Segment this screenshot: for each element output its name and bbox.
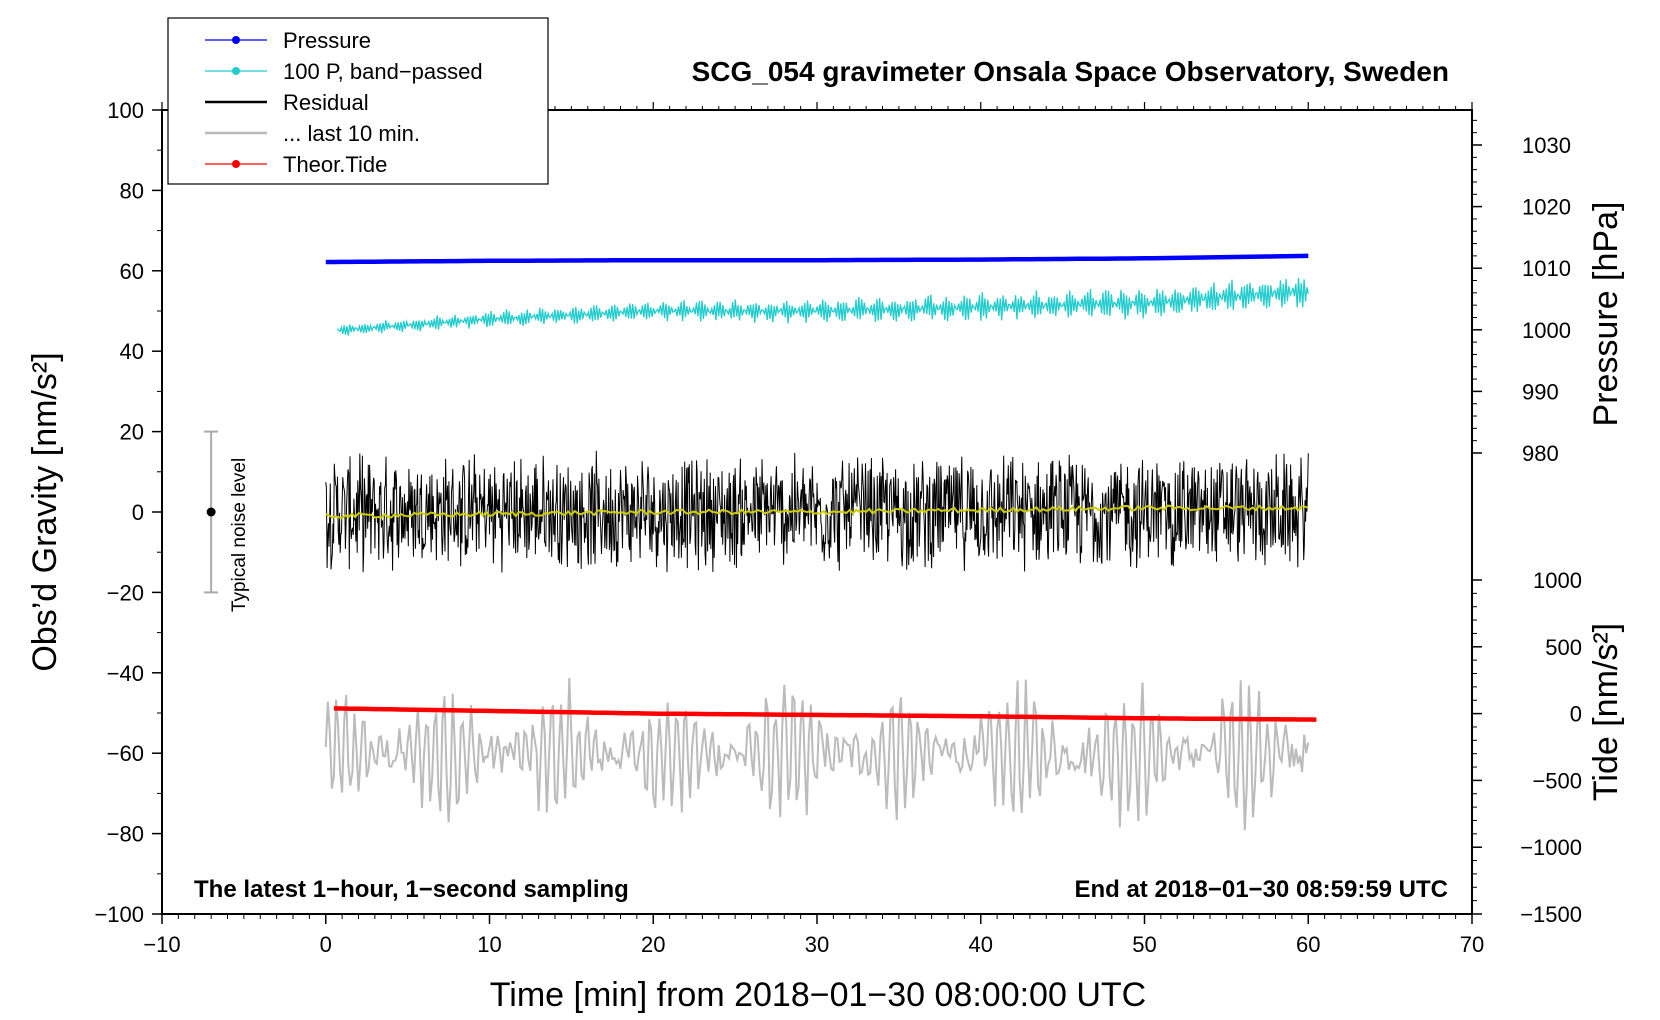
x-tick-label: −10 bbox=[143, 932, 180, 957]
noise-bar-center bbox=[206, 507, 216, 517]
y-tick-label: 80 bbox=[120, 178, 144, 203]
y-tick-label: −20 bbox=[107, 580, 144, 605]
x-tick-label: 30 bbox=[805, 932, 829, 957]
x-tick-labels: −10 0 10 20 30 40 50 60 70 bbox=[143, 932, 1484, 957]
noise-bar bbox=[204, 430, 219, 594]
x-tick-label: 20 bbox=[641, 932, 665, 957]
series-residual bbox=[325, 450, 1309, 573]
y-tick-label: −60 bbox=[107, 741, 144, 766]
tide-tick-label: −1000 bbox=[1520, 835, 1582, 860]
x-tick-label: 0 bbox=[320, 932, 332, 957]
pressure-tick-label: 1010 bbox=[1522, 256, 1571, 281]
series-theor-tide bbox=[333, 706, 1317, 722]
legend: Pressure 100 P, band−passed Residual ... la… bbox=[167, 17, 549, 185]
x-tick-label: 60 bbox=[1296, 932, 1320, 957]
tide-tick-label: 1000 bbox=[1533, 568, 1582, 593]
pressure-tick-label: 1000 bbox=[1522, 318, 1571, 343]
legend-label: 100 P, band−passed bbox=[283, 59, 483, 84]
legend-marker bbox=[232, 160, 240, 168]
pressure-tick-label: 980 bbox=[1522, 441, 1559, 466]
legend-label: Theor.Tide bbox=[283, 152, 387, 177]
legend-items: Pressure 100 P, band−passed Residual ... la… bbox=[205, 28, 483, 177]
y-axis-label: Obs’d Gravity [nm/s²] bbox=[26, 352, 64, 671]
x-tick-label: 40 bbox=[969, 932, 993, 957]
y-tick-label: 60 bbox=[120, 259, 144, 284]
series-band-passed bbox=[336, 277, 1309, 336]
y-tick-label: −100 bbox=[94, 902, 144, 927]
tide-tick-label: −1500 bbox=[1520, 902, 1582, 927]
series-residual-smoothed bbox=[325, 504, 1309, 520]
pressure-tick-label: 1020 bbox=[1522, 195, 1571, 220]
legend-label: Residual bbox=[283, 90, 369, 115]
x-axis-label: Time [min] from 2018−01−30 08:00:00 UTC bbox=[490, 976, 1146, 1014]
annotation-left: The latest 1−hour, 1−second sampling bbox=[194, 876, 629, 903]
chart-title: SCG_054 gravimeter Onsala Space Observat… bbox=[692, 56, 1449, 87]
y-tick-label: 0 bbox=[132, 500, 144, 525]
y-tick-label: 20 bbox=[120, 420, 144, 445]
legend-marker bbox=[232, 36, 240, 44]
y-tick-label: 100 bbox=[107, 98, 144, 123]
tide-tick-labels: −1500 −1000 −500 0 500 1000 bbox=[1520, 568, 1582, 927]
y-tick-label: 40 bbox=[120, 339, 144, 364]
annotation-right: End at 2018−01−30 08:59:59 UTC bbox=[1074, 876, 1448, 903]
tide-axis-label: Tide [nm/s²] bbox=[1587, 623, 1625, 801]
pressure-tick-label: 1030 bbox=[1522, 133, 1571, 158]
tide-tick-label: −500 bbox=[1532, 768, 1582, 793]
legend-label: Pressure bbox=[283, 28, 371, 53]
y-tick-label: −80 bbox=[107, 822, 144, 847]
legend-marker bbox=[232, 67, 240, 75]
series-pressure bbox=[325, 253, 1309, 265]
pressure-tick-label: 990 bbox=[1522, 379, 1559, 404]
x-tick-label: 10 bbox=[477, 932, 501, 957]
pressure-tick-labels: 980 990 1000 1010 1020 1030 bbox=[1522, 133, 1571, 466]
tide-tick-label: 0 bbox=[1570, 702, 1582, 727]
x-tick-label: 70 bbox=[1460, 932, 1484, 957]
series-layer bbox=[324, 253, 1317, 831]
pressure-axis-label: Pressure [hPa] bbox=[1587, 202, 1625, 427]
noise-label: Typical noise level bbox=[229, 458, 250, 612]
series-last-10-min bbox=[324, 677, 1310, 831]
x-tick-label: 50 bbox=[1132, 932, 1156, 957]
legend-label: ... last 10 min. bbox=[283, 121, 420, 146]
tide-tick-label: 500 bbox=[1545, 635, 1582, 660]
y-tick-labels: −100 −80 −60 −40 −20 0 20 40 60 80 100 bbox=[94, 98, 144, 927]
y-tick-label: −40 bbox=[107, 661, 144, 686]
